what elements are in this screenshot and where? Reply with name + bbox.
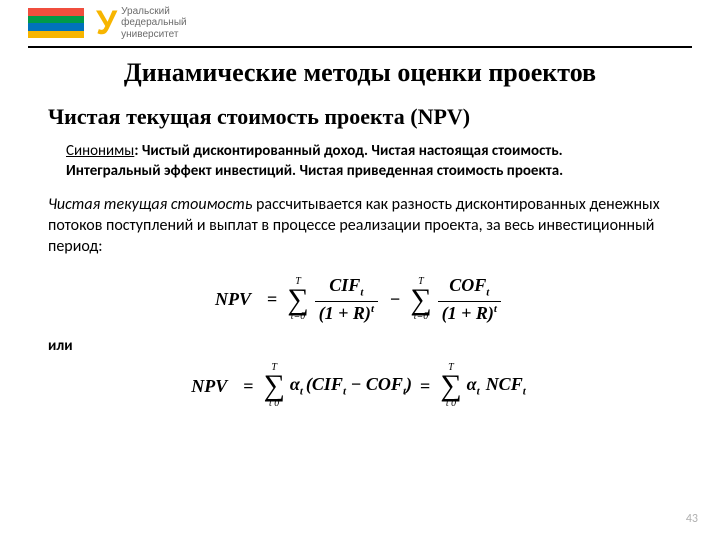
sigma-icon: T ∑ t 0 — [263, 363, 284, 409]
f1-lhs: NPV — [215, 289, 251, 310]
definition-emphasis: Чистая текущая стоимость — [48, 195, 252, 214]
stripe-4 — [28, 31, 84, 39]
or-label: или — [48, 337, 672, 355]
equals-icon: = — [420, 376, 430, 397]
slide-content: Динамические методы оценки проектов Чист… — [0, 46, 720, 409]
formula-2: NPV = T ∑ t 0 αt (CIFt − COFt) = T ∑ t 0… — [48, 363, 672, 409]
sigma-icon: T ∑ t=0 — [410, 277, 431, 323]
f2-alpha: αt — [290, 374, 303, 398]
f2-ncf: NCFt — [486, 374, 526, 398]
slide-subtitle: Чистая текущая стоимость проекта (NPV) — [48, 104, 672, 130]
formula-1: NPV = T ∑ t=0 CIFt (1 + R)t − T ∑ t=0 CO… — [48, 275, 672, 323]
stripe-1 — [28, 8, 84, 16]
sigma-icon: T ∑ t 0 — [440, 363, 461, 409]
f1-frac-2: COFt (1 + R)t — [438, 275, 501, 323]
brand-stripes — [28, 8, 84, 38]
logo-text: Уральский федеральный университет — [121, 6, 186, 41]
logo-line-1: Уральский — [121, 6, 186, 18]
f1-frac-1: CIFt (1 + R)t — [315, 275, 378, 323]
equals-icon: = — [243, 376, 253, 397]
header-underline — [28, 46, 692, 48]
definition-text: Чистая текущая стоимость рассчитывается … — [48, 195, 672, 257]
stripe-2 — [28, 16, 84, 24]
f2-alpha-2: αt — [467, 374, 480, 398]
f2-lhs: NPV — [191, 376, 227, 397]
synonyms-block: Синонимы: Чистый дисконтированный доход.… — [66, 142, 654, 181]
stripe-3 — [28, 23, 84, 31]
logo-letter: У — [96, 6, 117, 40]
synonyms-text: : Чистый дисконтированный доход. Чистая … — [66, 142, 563, 180]
minus-icon: − — [390, 289, 400, 310]
page-number: 43 — [686, 512, 698, 526]
logo-line-2: федеральный — [121, 17, 186, 29]
synonyms-label: Синонимы — [66, 142, 134, 160]
logo-line-3: университет — [121, 29, 186, 41]
sigma-icon: T ∑ t=0 — [287, 277, 308, 323]
f2-paren: (CIFt − COFt) — [306, 374, 412, 398]
university-logo: У Уральский федеральный университет — [96, 6, 187, 41]
header: У Уральский федеральный университет — [0, 0, 720, 46]
slide-title: Динамические методы оценки проектов — [48, 58, 672, 88]
equals-icon: = — [267, 289, 277, 310]
